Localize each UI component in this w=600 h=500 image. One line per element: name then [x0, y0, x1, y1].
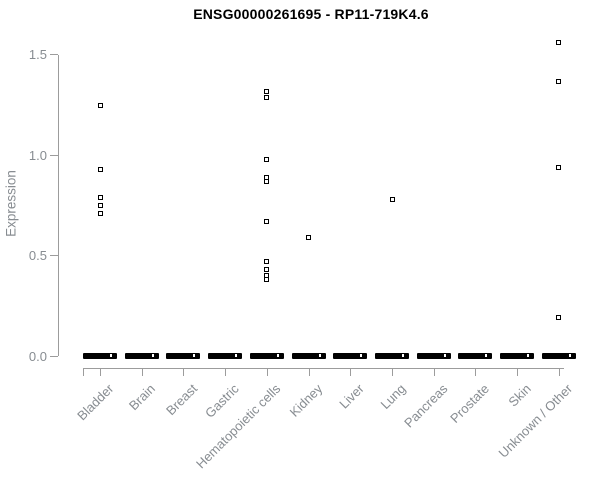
- data-point: [556, 164, 562, 170]
- x-tick-label: Prostate: [447, 381, 493, 426]
- zero-bar-notch: [568, 354, 571, 357]
- zero-bar-notch: [443, 354, 446, 357]
- y-tick: [49, 154, 58, 156]
- x-tick-label: Unknown / Other: [495, 381, 576, 461]
- zero-bar-notch: [110, 354, 112, 357]
- zero-bar: [333, 352, 368, 359]
- data-point: [264, 156, 270, 162]
- y-tick: [49, 255, 58, 257]
- x-tick: [266, 368, 268, 376]
- zero-bar: [166, 352, 201, 359]
- x-tick-label: Bladder: [74, 381, 117, 424]
- data-point: [556, 78, 562, 84]
- zero-bar: [83, 352, 117, 359]
- data-point: [264, 178, 270, 184]
- zero-bar-notch: [151, 354, 154, 357]
- x-tick-label: Liver: [336, 381, 367, 412]
- y-axis-line: [57, 54, 59, 356]
- x-tick-label: Pancreas: [400, 381, 451, 431]
- data-point: [306, 235, 312, 241]
- data-point: [389, 196, 395, 202]
- x-tick-label: Brain: [126, 381, 159, 414]
- x-axis-endcap: [83, 368, 84, 376]
- data-point: [97, 202, 103, 208]
- y-tick: [49, 54, 58, 56]
- y-tick-label: 1.5: [28, 47, 47, 63]
- x-tick: [558, 368, 560, 376]
- x-tick: [350, 368, 352, 376]
- x-tick: [183, 368, 185, 376]
- data-point: [264, 88, 270, 94]
- x-tick-label: Breast: [162, 381, 201, 419]
- data-point: [264, 259, 270, 265]
- data-point: [556, 40, 562, 46]
- zero-bar: [208, 352, 243, 359]
- chart-title: ENSG00000261695 - RP11-719K4.6: [193, 6, 429, 22]
- zero-bar: [541, 352, 576, 359]
- x-tick: [517, 368, 519, 376]
- y-tick-label: 0.0: [28, 348, 47, 364]
- x-tick-label: Gastric: [202, 381, 242, 421]
- zero-bar-notch: [527, 354, 530, 357]
- x-tick: [308, 368, 310, 376]
- zero-bar-notch: [402, 354, 405, 357]
- zero-bar: [500, 352, 535, 359]
- data-point: [264, 267, 270, 273]
- zero-bar: [249, 352, 284, 359]
- zero-bar: [124, 352, 159, 359]
- zero-bar-notch: [235, 354, 238, 357]
- data-point: [264, 277, 270, 283]
- y-tick-label: 1.0: [28, 147, 47, 163]
- zero-bar-notch: [276, 354, 279, 357]
- x-tick: [225, 368, 227, 376]
- x-tick-label: Skin: [505, 381, 534, 410]
- x-tick: [475, 368, 477, 376]
- x-tick-label: Lung: [377, 381, 409, 413]
- data-point: [264, 94, 270, 100]
- data-point: [97, 102, 103, 108]
- zero-bar-notch: [193, 354, 196, 357]
- data-point: [97, 166, 103, 172]
- x-tick-label: Kidney: [286, 381, 326, 420]
- zero-bar-notch: [360, 354, 363, 357]
- y-tick: [49, 355, 58, 357]
- zero-bar: [375, 352, 410, 359]
- zero-bar-notch: [318, 354, 321, 357]
- data-point: [97, 194, 103, 200]
- zero-bar: [416, 352, 451, 359]
- x-axis-line: [83, 368, 564, 369]
- x-tick: [392, 368, 394, 376]
- data-point: [97, 211, 103, 217]
- x-tick: [141, 368, 143, 376]
- data-point: [264, 219, 270, 225]
- x-tick: [433, 368, 435, 376]
- zero-bar: [458, 352, 493, 359]
- data-point: [556, 315, 562, 321]
- zero-bar: [291, 352, 326, 359]
- y-axis-label: Expression: [3, 170, 19, 237]
- x-tick: [100, 368, 101, 376]
- zero-bar-notch: [485, 354, 488, 357]
- y-tick-label: 0.5: [28, 248, 47, 264]
